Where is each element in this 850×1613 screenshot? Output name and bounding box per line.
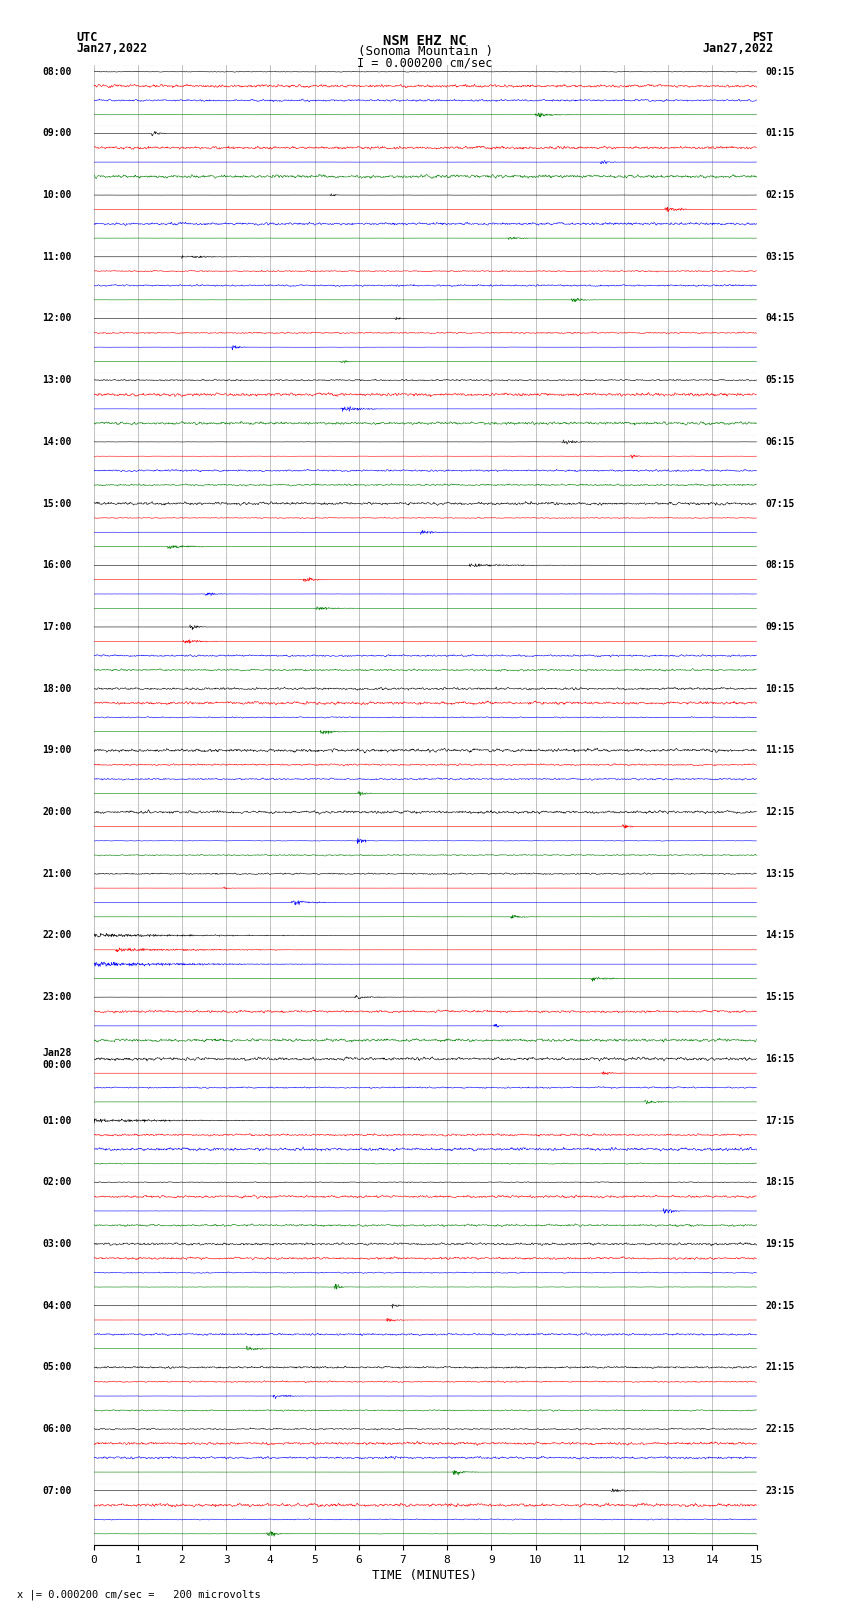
Text: Jan27,2022: Jan27,2022 [702, 42, 774, 55]
Text: 02:15: 02:15 [765, 190, 795, 200]
Text: 11:15: 11:15 [765, 745, 795, 755]
Text: 12:00: 12:00 [42, 313, 71, 324]
Text: (Sonoma Mountain ): (Sonoma Mountain ) [358, 45, 492, 58]
Text: 18:15: 18:15 [765, 1177, 795, 1187]
Text: 21:15: 21:15 [765, 1363, 795, 1373]
Text: 03:15: 03:15 [765, 252, 795, 261]
Text: 05:15: 05:15 [765, 376, 795, 386]
Text: 06:00: 06:00 [42, 1424, 71, 1434]
Text: 22:00: 22:00 [42, 931, 71, 940]
Text: 11:00: 11:00 [42, 252, 71, 261]
Text: 04:15: 04:15 [765, 313, 795, 324]
Text: 07:00: 07:00 [42, 1486, 71, 1495]
Text: 09:15: 09:15 [765, 623, 795, 632]
Text: 18:00: 18:00 [42, 684, 71, 694]
Text: 07:15: 07:15 [765, 498, 795, 508]
Text: 17:15: 17:15 [765, 1116, 795, 1126]
Text: 00:15: 00:15 [765, 66, 795, 77]
Text: 14:15: 14:15 [765, 931, 795, 940]
Text: 06:15: 06:15 [765, 437, 795, 447]
X-axis label: TIME (MINUTES): TIME (MINUTES) [372, 1569, 478, 1582]
Text: 19:00: 19:00 [42, 745, 71, 755]
Text: UTC: UTC [76, 31, 98, 44]
Text: 10:00: 10:00 [42, 190, 71, 200]
Text: x |= 0.000200 cm/sec =   200 microvolts: x |= 0.000200 cm/sec = 200 microvolts [17, 1589, 261, 1600]
Text: 21:00: 21:00 [42, 869, 71, 879]
Text: Jan27,2022: Jan27,2022 [76, 42, 148, 55]
Text: 08:15: 08:15 [765, 560, 795, 571]
Text: 10:15: 10:15 [765, 684, 795, 694]
Text: 23:15: 23:15 [765, 1486, 795, 1495]
Text: 16:00: 16:00 [42, 560, 71, 571]
Text: 13:15: 13:15 [765, 869, 795, 879]
Text: 12:15: 12:15 [765, 806, 795, 818]
Text: 23:00: 23:00 [42, 992, 71, 1002]
Text: 20:15: 20:15 [765, 1300, 795, 1311]
Text: 03:00: 03:00 [42, 1239, 71, 1248]
Text: PST: PST [752, 31, 774, 44]
Text: 19:15: 19:15 [765, 1239, 795, 1248]
Text: 14:00: 14:00 [42, 437, 71, 447]
Text: 16:15: 16:15 [765, 1053, 795, 1065]
Text: 13:00: 13:00 [42, 376, 71, 386]
Text: 01:15: 01:15 [765, 129, 795, 139]
Text: NSM EHZ NC: NSM EHZ NC [383, 34, 467, 48]
Text: I = 0.000200 cm/sec: I = 0.000200 cm/sec [357, 56, 493, 69]
Text: Jan28
00:00: Jan28 00:00 [42, 1048, 71, 1069]
Text: 15:15: 15:15 [765, 992, 795, 1002]
Text: 08:00: 08:00 [42, 66, 71, 77]
Text: 02:00: 02:00 [42, 1177, 71, 1187]
Text: 20:00: 20:00 [42, 806, 71, 818]
Text: 09:00: 09:00 [42, 129, 71, 139]
Text: 05:00: 05:00 [42, 1363, 71, 1373]
Text: 15:00: 15:00 [42, 498, 71, 508]
Text: 17:00: 17:00 [42, 623, 71, 632]
Text: 04:00: 04:00 [42, 1300, 71, 1311]
Text: 01:00: 01:00 [42, 1116, 71, 1126]
Text: 22:15: 22:15 [765, 1424, 795, 1434]
